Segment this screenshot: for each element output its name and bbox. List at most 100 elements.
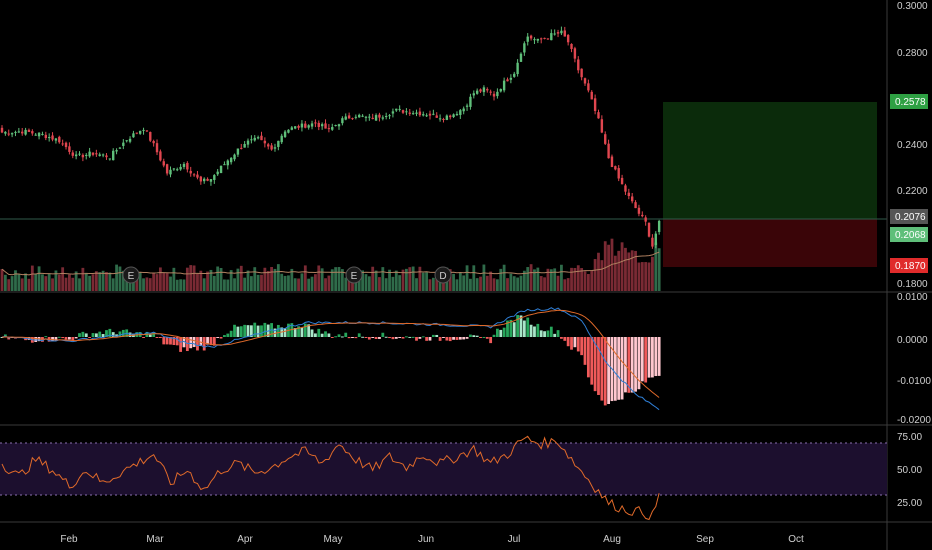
candle-body [27,129,31,132]
volume-bar [452,273,455,291]
volume-bar [593,259,597,291]
macd-histogram-bar [435,334,439,337]
svg-text:0.2076: 0.2076 [895,212,926,223]
macd-histogram-bar [617,337,621,400]
candle-body [31,131,34,134]
macd-histogram-bar [418,337,422,339]
macd-histogram-bar [580,337,584,356]
macd-histogram-bar [327,333,331,337]
event-marker-dividend[interactable]: D [434,266,452,284]
macd-histogram-bar [651,337,654,378]
candle-body [54,138,58,141]
volume-bar [492,278,496,291]
volume-bar [115,264,118,291]
candle-body [580,68,583,78]
event-marker-earnings-1[interactable]: E [122,266,140,284]
macd-histogram-bar [148,334,152,337]
macd-axis[interactable]: 0.0100 0.0000 -0.0100 -0.0200 [897,292,931,426]
candle-body [499,89,502,92]
month-label: Apr [237,534,253,545]
volume-bar [249,276,253,291]
volume-bar [61,267,65,291]
candle-body [74,154,78,157]
macd-histogram-bar [300,327,304,337]
macd-histogram-bar [394,337,398,339]
candle-body [236,148,240,155]
volume-bar [597,252,600,291]
macd-histogram-bar [354,337,358,339]
profit-zone [663,102,877,219]
volume-bar [0,269,4,291]
macd-histogram-bar [152,332,156,337]
volume-bar [607,244,610,291]
volume-bar [367,276,371,291]
candle-body [513,73,516,77]
volume-bar [162,272,166,291]
candle-body [172,168,176,170]
candle-body [550,33,553,41]
svg-text:0.2578: 0.2578 [895,97,926,108]
volume-bar [570,267,573,291]
volume-bar [287,275,290,291]
rsi-axis[interactable]: 75.00 50.00 25.00 [897,432,922,509]
volume-bar [192,265,196,291]
volume-bar [64,277,68,291]
candle-body [189,170,192,174]
macd-histogram-bar [111,332,115,337]
candle-body [199,176,203,182]
volume-bar [233,278,236,291]
volume-bar [158,267,162,291]
volume-bar [10,276,14,291]
price-axis[interactable]: 0.3000 0.2800 0.2400 0.2200 0.1800 [897,1,928,290]
macd-histogram-bar [61,337,65,339]
candle-body [657,220,661,232]
macd-tick: -0.0200 [897,415,931,426]
candle-body [617,168,620,179]
candle-body [533,39,536,41]
volume-bar [7,279,11,291]
event-marker-earnings-2[interactable]: E [345,266,363,284]
volume-bar [236,268,240,291]
macd-histogram-bar [330,337,334,338]
candle-body [155,143,159,153]
volume-bars [0,238,661,291]
month-label: Feb [60,534,78,545]
volume-bar [280,273,284,291]
macd-histogram-bar [644,337,648,383]
macd-histogram-bar [202,337,206,351]
macd-histogram-bar [374,337,378,340]
candle-body [149,131,152,141]
volume-bar [307,278,311,291]
volume-bar [347,276,351,291]
macd-histogram-bar [273,328,277,337]
macd-histogram-bar [293,328,297,337]
candle-body [479,89,482,92]
macd-histogram-bar [367,337,371,340]
volume-bar [273,268,277,291]
time-axis[interactable]: Feb Mar Apr May Jun Jul Aug Sep Oct [60,534,804,545]
macd-histogram-bar [442,337,445,338]
volume-bar [489,271,493,291]
volume-bar [27,278,31,291]
volume-bar [647,262,651,291]
macd-signal-line [1,309,660,398]
macd-histogram-bar [64,337,68,340]
macd-histogram-bar [118,331,122,337]
candle-body [368,116,371,118]
macd-histogram-bar [320,333,324,337]
macd-histogram-bar [391,337,395,340]
volume-bar [297,278,300,291]
macd-histogram-bar [465,337,469,339]
rsi-tick: 75.00 [897,432,922,443]
candle-body [590,91,593,100]
volume-bar [654,242,658,291]
macd-histogram-bar [78,333,81,337]
month-label: Oct [788,534,804,545]
macd-line [1,307,660,411]
rsi-tick: 25.00 [897,498,922,509]
macd-histogram-bar [71,337,75,341]
volume-bar [526,267,530,291]
macd-histogram-bar [260,325,263,337]
candle-body [250,139,253,141]
